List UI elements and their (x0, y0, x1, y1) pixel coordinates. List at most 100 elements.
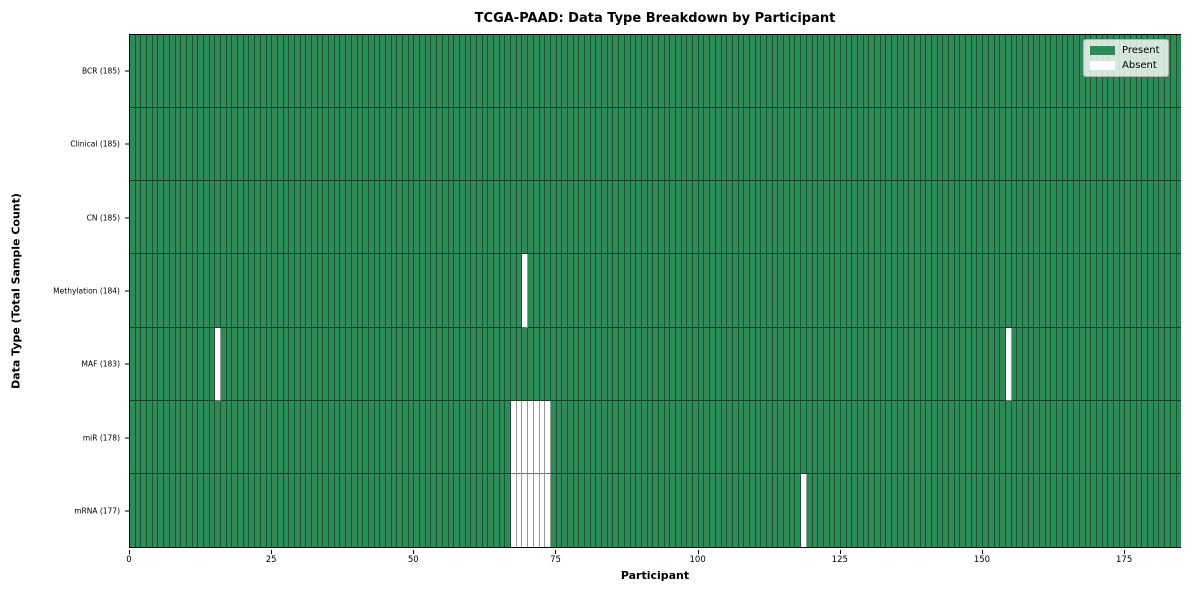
present-cell (556, 35, 563, 109)
present-cell (488, 473, 494, 547)
present-cell (966, 473, 972, 547)
present-cell (687, 181, 694, 255)
present-cell (579, 400, 585, 474)
present-cell (619, 400, 625, 474)
present-cell (494, 327, 500, 401)
present-cell (1011, 327, 1018, 401)
present-cell (1108, 181, 1114, 255)
present-cell (283, 181, 290, 255)
present-cell (880, 254, 887, 328)
present-cell (943, 181, 949, 255)
present-cell (272, 327, 278, 401)
present-cell (829, 108, 836, 182)
present-cell (266, 108, 273, 182)
present-cell (198, 35, 204, 109)
present-cell (676, 108, 682, 182)
present-cell (795, 400, 802, 474)
present-cell (1040, 254, 1046, 328)
present-cell (260, 327, 267, 401)
present-cell (528, 327, 534, 401)
present-cell (1000, 254, 1006, 328)
present-cell (1074, 108, 1080, 182)
present-cell (289, 181, 295, 255)
present-cell (499, 108, 506, 182)
present-cell (772, 327, 779, 401)
present-cell (1000, 400, 1006, 474)
present-cell (476, 473, 483, 547)
present-cell (243, 327, 250, 401)
present-cell (545, 327, 551, 401)
present-cell (681, 327, 688, 401)
present-cell (806, 473, 813, 547)
present-cell (818, 108, 824, 182)
present-cell (1096, 108, 1103, 182)
present-cell (494, 108, 500, 182)
present-cell (454, 327, 460, 401)
present-cell (886, 181, 893, 255)
present-cell (408, 181, 415, 255)
present-cell (875, 473, 881, 547)
y-axis-ticks: BCR (185) Clinical (185) CN (185) Methylati… (0, 34, 129, 548)
present-cell (1148, 254, 1154, 328)
present-cell (431, 400, 438, 474)
present-cell (340, 254, 347, 328)
present-cell (988, 327, 995, 401)
present-cell (403, 108, 409, 182)
present-cell (1176, 181, 1182, 255)
present-cell (846, 35, 853, 109)
present-cell (1040, 473, 1046, 547)
present-cell (613, 181, 620, 255)
present-cell (425, 108, 432, 182)
present-cell (943, 327, 949, 401)
present-cell (795, 108, 802, 182)
present-cell (602, 327, 608, 401)
present-cell (459, 473, 466, 547)
present-cell (835, 254, 841, 328)
present-cell (1176, 473, 1182, 547)
present-cell (1113, 400, 1120, 474)
present-cell (1040, 35, 1046, 109)
present-cell (334, 473, 341, 547)
present-cell (164, 473, 170, 547)
present-cell (221, 181, 227, 255)
y-tick-label-maf: MAF (183) (81, 359, 120, 369)
present-cell (949, 473, 955, 547)
x-tick-label: 150 (973, 555, 991, 565)
x-tick-mark (1124, 549, 1126, 554)
present-cell (272, 254, 278, 328)
present-cell (442, 181, 449, 255)
present-cell (920, 35, 927, 109)
present-cell (926, 473, 932, 547)
present-cell (550, 327, 557, 401)
present-cell (135, 400, 142, 474)
present-cell (596, 254, 603, 328)
present-cell (806, 400, 813, 474)
present-cell (920, 181, 927, 255)
present-cell (892, 400, 898, 474)
present-cell (869, 35, 876, 109)
present-cell (340, 181, 347, 255)
present-cell (164, 35, 170, 109)
present-cell (317, 108, 324, 182)
present-cell (1165, 327, 1171, 401)
present-cell (676, 473, 682, 547)
present-cell (408, 35, 415, 109)
present-cell (1125, 400, 1131, 474)
present-cell (294, 181, 301, 255)
present-cell (1000, 473, 1006, 547)
present-cell (602, 254, 608, 328)
present-cell (203, 108, 210, 182)
present-cell (607, 254, 614, 328)
present-cell (465, 254, 472, 328)
present-cell (607, 400, 614, 474)
present-cell (812, 473, 819, 547)
present-cell (511, 108, 517, 182)
present-cell (346, 400, 352, 474)
present-cell (374, 400, 381, 474)
present-cell (135, 327, 142, 401)
present-cell (789, 35, 796, 109)
present-cell (346, 327, 352, 401)
present-cell (858, 108, 864, 182)
present-cell (1028, 35, 1035, 109)
present-cell (556, 473, 563, 547)
